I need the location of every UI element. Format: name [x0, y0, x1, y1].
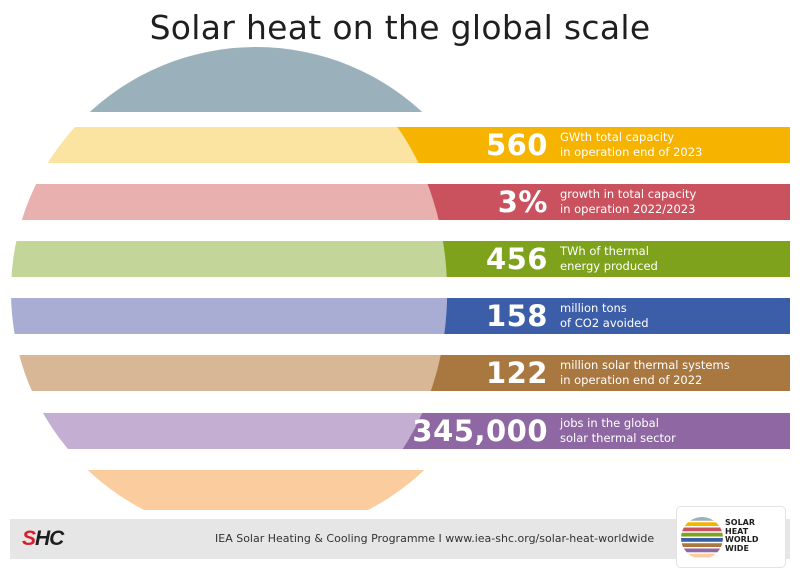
band-dark-1	[427, 184, 790, 220]
stat-description: million solar thermal systems in operati…	[560, 358, 730, 387]
stat-row-capacity: 560 GWth total capacity in operation end…	[300, 127, 788, 163]
band-dark-2	[442, 241, 790, 277]
band-light-1	[11, 184, 501, 220]
band-light-2	[11, 241, 501, 277]
stat-row-jobs: 345,000 jobs in the global solar thermal…	[300, 413, 788, 449]
stat-description: GWth total capacity in operation end of …	[560, 130, 703, 159]
badge-stripe-1	[681, 522, 723, 527]
badge-stripe-4	[681, 538, 723, 542]
footer-text: IEA Solar Heating & Cooling Programme I …	[215, 532, 655, 545]
badge-stripe-6	[681, 548, 723, 553]
stat-row-growth: 3% growth in total capacity in operation…	[300, 184, 788, 220]
stat-row-energy: 456 TWh of thermal energy produced	[300, 241, 788, 277]
solar-disc-graphic	[11, 47, 790, 510]
band-dark-5	[402, 413, 790, 449]
stat-description: million tons of CO2 avoided	[560, 301, 649, 330]
band-dark-4	[430, 355, 790, 391]
stat-value: 122	[485, 356, 548, 390]
badge-label: SOLAR HEAT WORLD WIDE	[725, 518, 759, 553]
badge-stripe-3	[681, 532, 723, 537]
shc-logo: SHC	[22, 527, 64, 550]
stat-value: 456	[485, 242, 548, 276]
badge-stripe-2	[681, 527, 723, 532]
band-dark-3	[444, 298, 790, 334]
stat-row-systems: 122 million solar thermal systems in ope…	[300, 355, 788, 391]
footer-bar: SHC IEA Solar Heating & Cooling Programm…	[10, 519, 790, 559]
solar-heat-worldwide-badge: SOLAR HEAT WORLD WIDE	[676, 506, 786, 568]
stat-description: jobs in the global solar thermal sector	[560, 416, 676, 445]
page-title: Solar heat on the global scale	[149, 8, 651, 47]
badge-stripe-0	[681, 517, 723, 521]
stat-value: 560	[485, 128, 548, 162]
band-light-4	[11, 355, 501, 391]
stat-row-co2: 158 million tons of CO2 avoided	[300, 298, 788, 334]
badge-stripe-5	[681, 543, 723, 548]
top-cap	[11, 47, 501, 112]
stat-description: growth in total capacity in operation 20…	[560, 187, 697, 216]
stat-value: 158	[485, 299, 548, 333]
stat-value: 345,000	[412, 414, 548, 448]
badge-disc-icon	[681, 517, 723, 558]
band-light-3	[11, 298, 501, 334]
stat-description: TWh of thermal energy produced	[560, 244, 658, 273]
band-dark-0	[397, 127, 790, 163]
badge-stripe-7	[681, 553, 723, 558]
bottom-cap	[11, 470, 501, 510]
stat-value: 3%	[497, 185, 548, 219]
